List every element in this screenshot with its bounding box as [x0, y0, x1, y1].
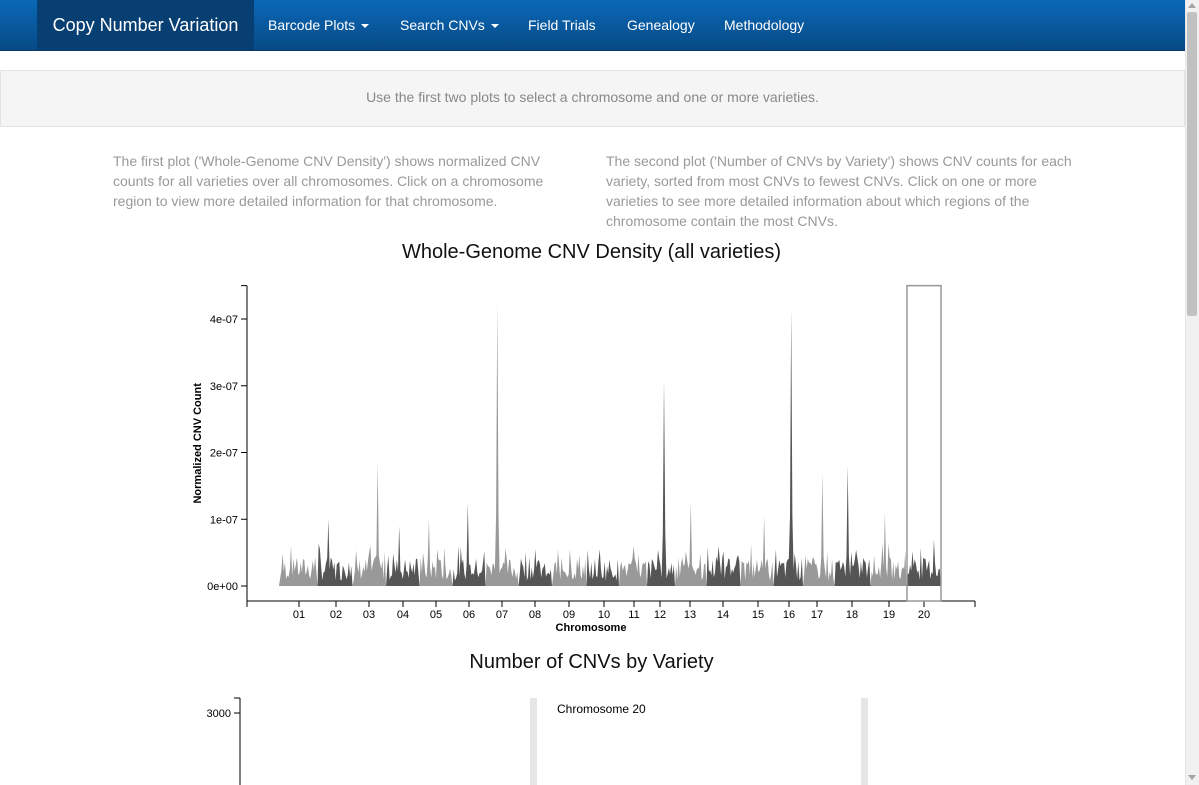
chromosome-annotation: Chromosome 20 [557, 702, 646, 716]
density-area-chr-08 [518, 549, 552, 586]
density-y-tick-label: 3e-07 [210, 381, 238, 393]
navbar: Copy Number Variation Barcode Plots Sear… [0, 0, 1185, 51]
density-area-chr-06 [452, 502, 486, 586]
density-area-chr-19 [870, 512, 907, 586]
density-y-tick-label: 0e+00 [207, 581, 238, 593]
selected-chromosome-box[interactable] [906, 284, 942, 602]
density-x-tick-label: 08 [529, 609, 541, 621]
density-area-chr-10 [586, 549, 619, 586]
density-area-chr-07 [485, 302, 519, 586]
density-x-tick-label: 07 [496, 609, 508, 621]
density-x-tick-label: 17 [811, 609, 823, 621]
density-area-chr-05 [419, 519, 453, 586]
nav-barcode-plots-label: Barcode Plots [268, 17, 356, 33]
density-area-chr-20 [906, 539, 941, 586]
density-x-tick-label: 02 [330, 609, 342, 621]
density-area-chr-09 [552, 549, 587, 586]
density-chart[interactable]: 0e+00 1e-07 2e-07 3e-07 4e-07 Normalized CNV … [0, 280, 1183, 635]
density-x-tick-label: 04 [397, 609, 409, 621]
variety-y-tick-label: 3000 [207, 708, 231, 720]
brand-link[interactable]: Copy Number Variation [37, 0, 254, 50]
nav-genealogy[interactable]: Genealogy [627, 17, 695, 33]
density-x-tick-label: 16 [783, 609, 795, 621]
variety-chart[interactable]: 3000 Chromosome 20 [0, 690, 1183, 785]
density-area-chr-03 [352, 462, 386, 586]
density-x-tick-label: 10 [598, 609, 610, 621]
density-chart-title: Whole-Genome CNV Density (all varieties) [401, 241, 781, 263]
scrollbar-thumb[interactable] [1187, 12, 1197, 316]
density-x-tick-label: 11 [628, 609, 639, 621]
variety-plot-description: The second plot ('Number of CNVs by Vari… [606, 153, 1072, 229]
density-area-chr-15 [740, 515, 774, 586]
density-x-tick-label: 15 [752, 609, 764, 621]
density-x-tick-label: 13 [684, 609, 696, 621]
density-area-chr-18 [834, 465, 871, 586]
nav-methodology[interactable]: Methodology [724, 17, 805, 33]
caret-down-icon [361, 24, 370, 29]
density-x-tick-label: 18 [846, 609, 858, 621]
caret-down-icon [490, 24, 499, 29]
density-x-tick-label: 01 [293, 609, 305, 621]
selection-bar-left[interactable] [530, 698, 537, 785]
density-y-axis-label: Normalized CNV Count [192, 383, 204, 504]
nav-field-trials[interactable]: Field Trials [528, 17, 596, 33]
density-x-tick-label: 09 [563, 609, 575, 621]
selection-bar-right[interactable] [861, 698, 868, 785]
density-area-chr-12 [647, 379, 675, 586]
nav-search-cnvs-label: Search CNVs [400, 17, 485, 33]
density-area-chr-02 [317, 519, 353, 586]
density-plot-description: The first plot ('Whole-Genome CNV Densit… [113, 153, 544, 209]
instructions-well: Use the first two plots to select a chro… [0, 70, 1185, 127]
nav-barcode-plots[interactable]: Barcode Plots [268, 0, 370, 50]
density-x-tick-label: 06 [463, 609, 475, 621]
density-area-chr-11 [619, 545, 647, 586]
density-area-chr-16 [773, 309, 803, 586]
density-area-chr-14 [706, 545, 741, 586]
density-x-tick-label: 03 [363, 609, 375, 621]
density-area-chr-04 [386, 525, 420, 586]
density-x-tick-label: 12 [654, 609, 666, 621]
density-area-chr-01 [279, 545, 318, 586]
density-y-tick-label: 1e-07 [210, 514, 238, 526]
density-x-tick-label: 19 [883, 609, 895, 621]
density-x-axis-label: Chromosome [556, 622, 627, 634]
density-y-tick-label: 2e-07 [210, 448, 238, 460]
density-x-tick-label: 14 [717, 609, 729, 621]
density-area-chr-13 [675, 502, 707, 586]
density-x-tick-label: 20 [918, 609, 930, 621]
nav-search-cnvs[interactable]: Search CNVs [400, 0, 499, 50]
scroll-down-arrow-icon[interactable] [1188, 775, 1196, 780]
variety-chart-title: Number of CNVs by Variety [469, 651, 714, 673]
density-area-chr-17 [803, 472, 835, 586]
scroll-up-arrow-icon[interactable] [1188, 3, 1196, 8]
density-y-tick-label: 4e-07 [210, 314, 238, 326]
density-x-tick-label: 05 [430, 609, 442, 621]
